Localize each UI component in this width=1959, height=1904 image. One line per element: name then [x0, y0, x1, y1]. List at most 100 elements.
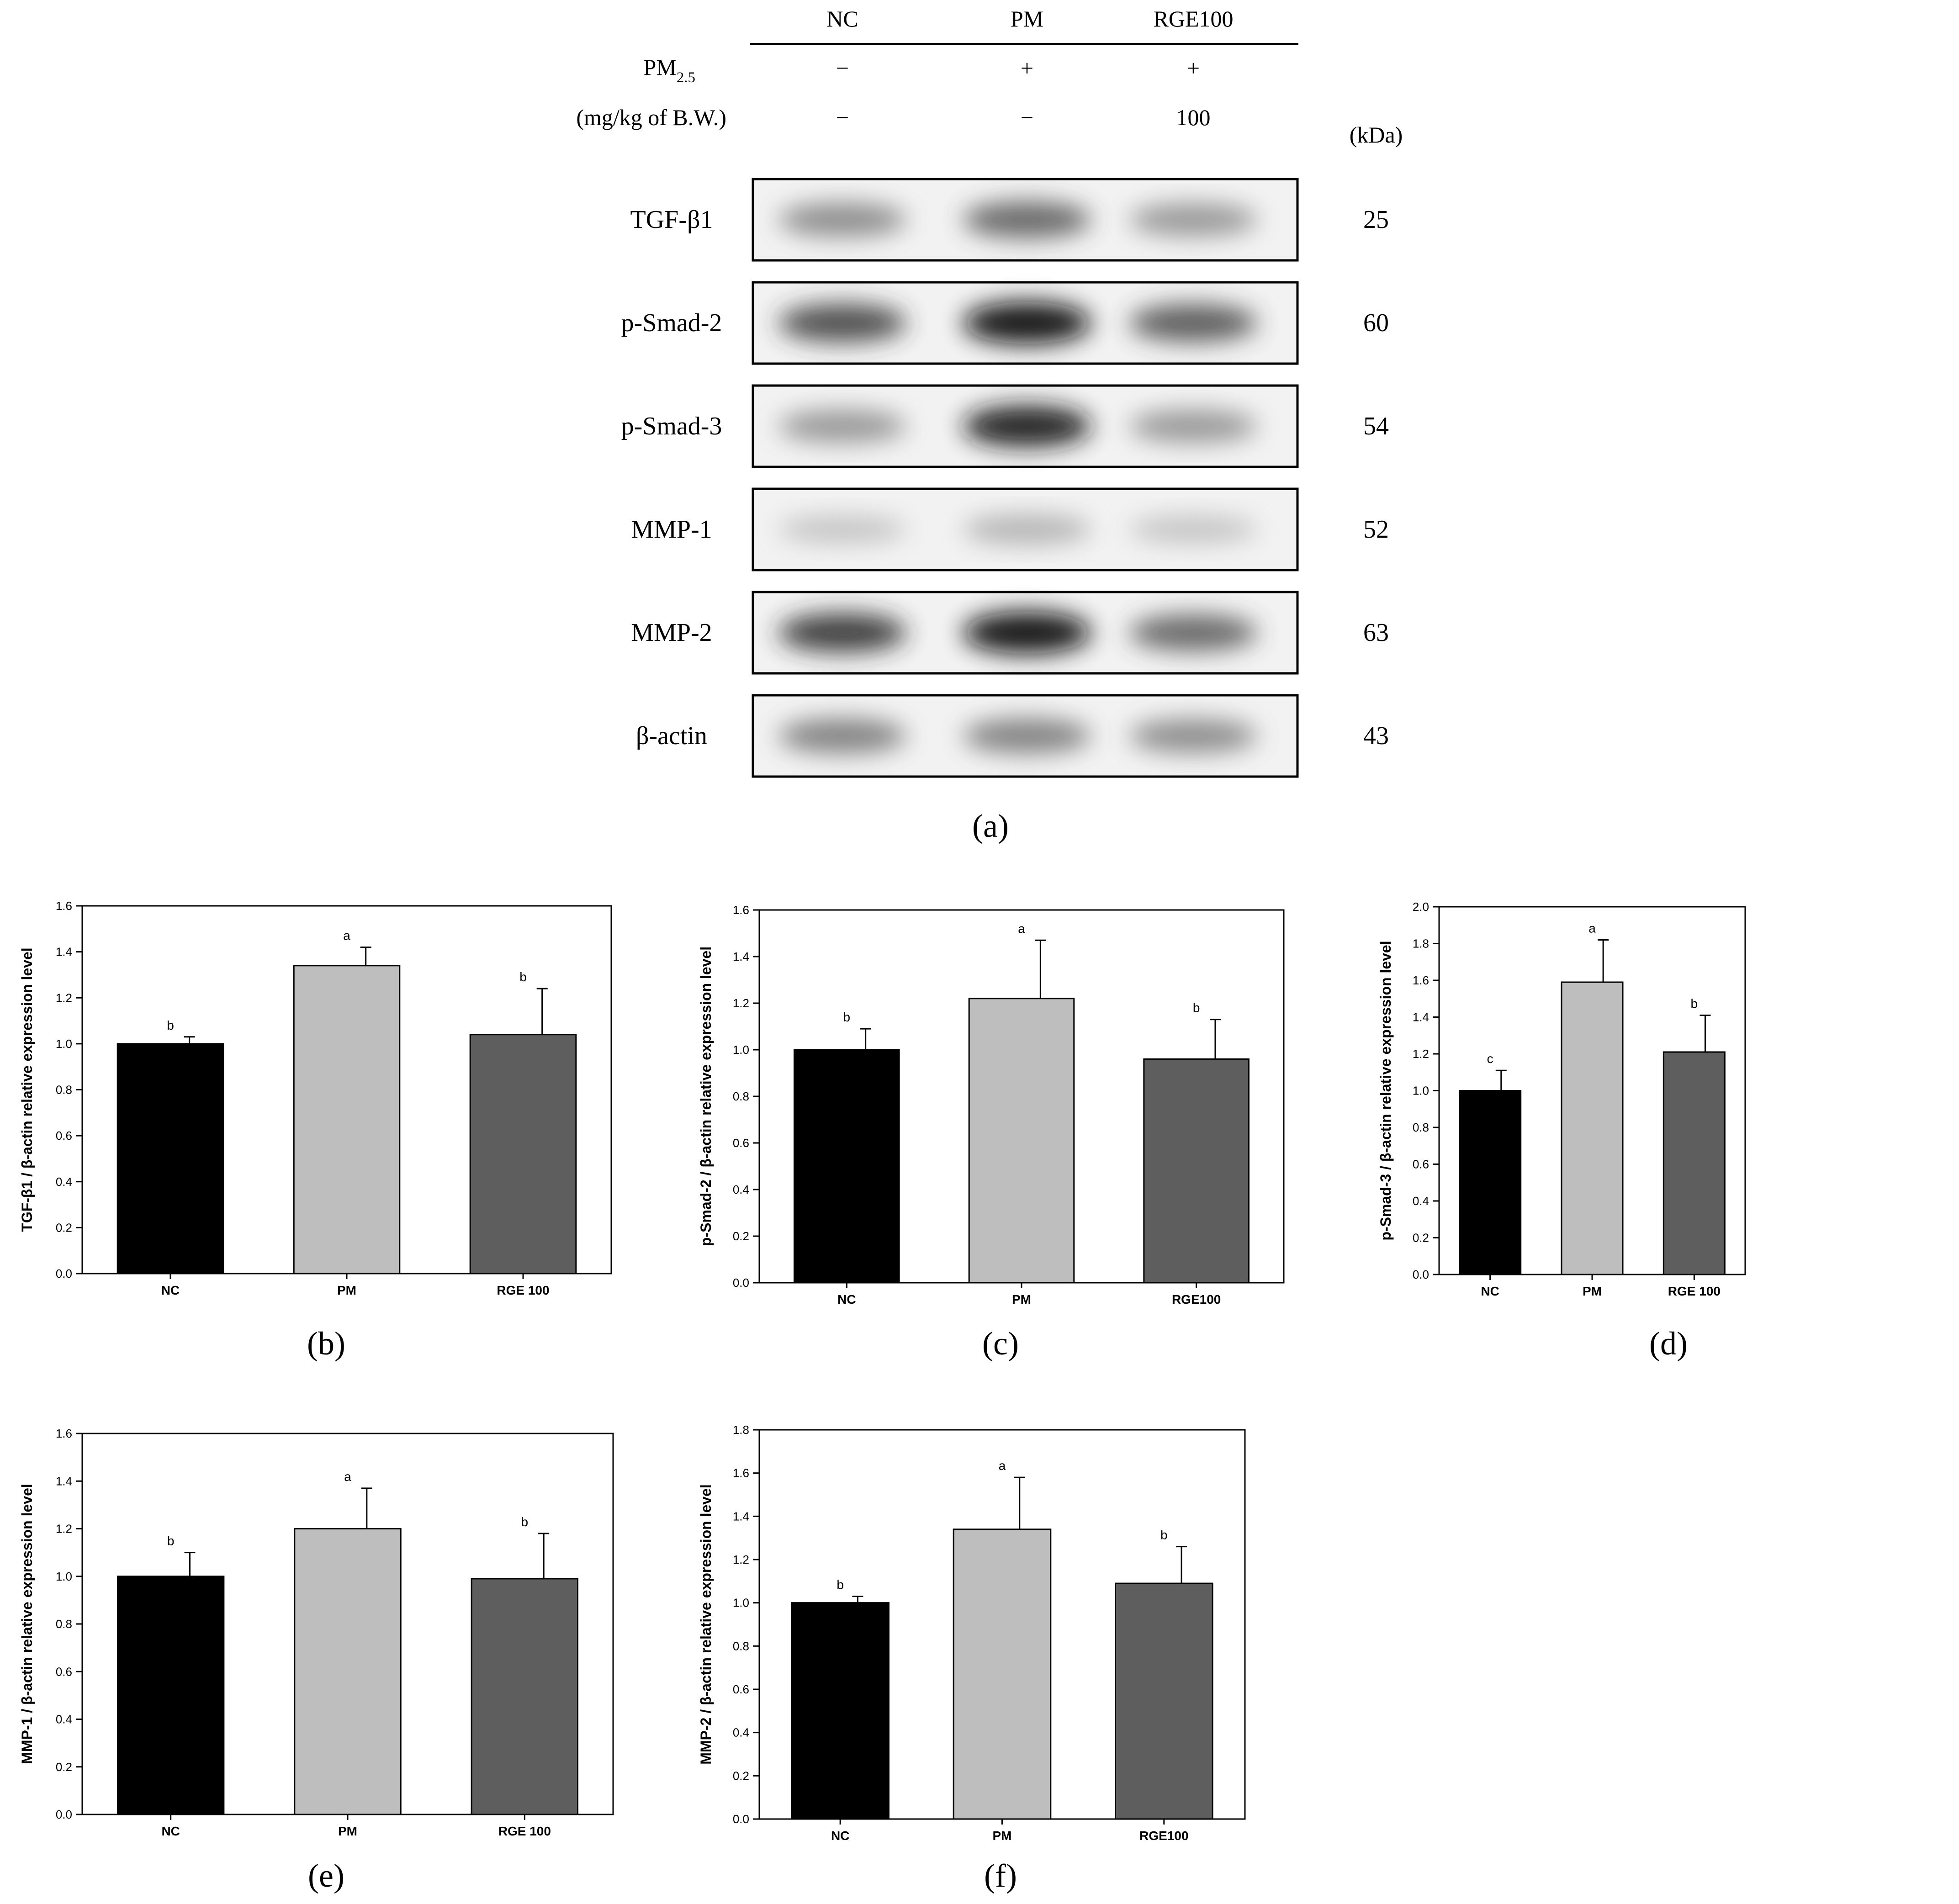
bar-nc — [116, 1043, 224, 1275]
x-tick-label: NC — [837, 1292, 856, 1306]
x-tick-label: PM — [993, 1829, 1012, 1843]
y-tick-label: 0.0 — [56, 1267, 72, 1280]
blot-band — [963, 612, 1091, 654]
y-tick-label: 1.4 — [56, 945, 72, 959]
bar-nc — [791, 1602, 889, 1820]
y-tick-label: 1.2 — [56, 991, 72, 1005]
y-tick-label: 0.4 — [1413, 1194, 1429, 1208]
y-tick-label: 0.2 — [56, 1760, 72, 1774]
y-tick-label: 0.4 — [733, 1726, 749, 1740]
x-tick-label: NC — [161, 1283, 180, 1297]
y-tick-label: 1.8 — [1413, 937, 1429, 951]
y-tick-label: 1.8 — [733, 1423, 749, 1437]
blot-row-kda: 54 — [1363, 412, 1389, 440]
blot-row-label: β-actin — [636, 722, 707, 750]
treatment-value-pm: + — [1021, 55, 1033, 81]
x-tick-label: RGE 100 — [1668, 1284, 1721, 1298]
significance-letter: b — [167, 1018, 174, 1032]
blot-band — [1129, 719, 1257, 753]
treatment-value-rge100: + — [1187, 55, 1200, 81]
bar-charts: 0.0 0.2 0.4 0.6 0.8 1.0 1.2 1.4 1.6 b NC a PM b RGE 10… — [19, 899, 1746, 1894]
y-tick-label: 0.8 — [733, 1639, 749, 1653]
panel-label: (e) — [308, 1857, 344, 1894]
blot-band — [778, 304, 906, 342]
y-tick-label: 1.4 — [733, 950, 749, 963]
blot-band — [963, 719, 1091, 753]
x-tick-label: RGE100 — [1172, 1292, 1221, 1306]
bar-pm — [1561, 981, 1624, 1275]
significance-letter: a — [343, 929, 350, 943]
x-tick-label: PM — [1012, 1292, 1031, 1306]
x-tick-label: PM — [337, 1283, 356, 1297]
y-tick-label: 2.0 — [1413, 900, 1429, 914]
y-tick-label: 0.2 — [733, 1769, 749, 1782]
bar-nc — [794, 1049, 900, 1284]
blot-band — [778, 613, 906, 652]
significance-letter: b — [1193, 1001, 1200, 1015]
y-tick-label: 0.8 — [733, 1090, 749, 1103]
y-tick-label: 1.4 — [733, 1509, 749, 1523]
dose-value-nc: − — [836, 105, 849, 130]
x-tick-label: NC — [161, 1824, 180, 1838]
dose-value-pm: − — [1021, 105, 1033, 130]
y-tick-label: 0.6 — [1413, 1158, 1429, 1171]
y-tick-label: 0.8 — [56, 1083, 72, 1097]
y-tick-label: 1.2 — [733, 996, 749, 1010]
bar-rge-100 — [1663, 1051, 1726, 1275]
x-tick-label: RGE 100 — [497, 1283, 549, 1297]
y-tick-label: 1.6 — [1413, 973, 1429, 987]
significance-letter: b — [167, 1534, 175, 1548]
bar-rge100 — [1143, 1058, 1250, 1284]
bar-chart-f: 0.0 0.2 0.4 0.6 0.8 1.0 1.2 1.4 1.6 1.8 b NC a PM b RGE… — [698, 1423, 1246, 1894]
western-blot-panel: NC PM RGE100 PM2.5 − + + (mg/kg of B.W.)… — [576, 6, 1403, 844]
blot-row-label: MMP-1 — [631, 515, 712, 544]
blot-row-tgf-1: TGF-β1 25 — [630, 178, 1389, 262]
y-tick-label: 1.0 — [56, 1570, 72, 1583]
x-tick-label: NC — [831, 1829, 849, 1843]
blot-row-kda: 25 — [1363, 206, 1389, 234]
dose-label: (mg/kg of B.W.) — [576, 105, 726, 130]
blot-row-kda: 43 — [1363, 722, 1389, 750]
panel-label: (c) — [982, 1325, 1019, 1362]
bar-chart-c: 0.0 0.2 0.4 0.6 0.8 1.0 1.2 1.4 1.6 b NC a PM b RGE100… — [698, 903, 1285, 1362]
y-tick-label: 1.6 — [56, 899, 72, 913]
blot-row-kda: 52 — [1363, 515, 1389, 544]
bar-pm — [294, 1528, 402, 1815]
bar-nc — [116, 1576, 225, 1815]
y-axis-label: TGF-β1 / β-actin relative expression lev… — [19, 947, 35, 1232]
y-tick-label: 1.4 — [56, 1474, 72, 1488]
blot-rows: TGF-β1 25 p-Smad-2 60 p-Smad-3 54 MMP-1 52 MMP-2… — [621, 178, 1389, 778]
blot-row-kda: 60 — [1363, 309, 1389, 337]
y-tick-label: 0.4 — [56, 1713, 72, 1726]
significance-letter: a — [1588, 921, 1596, 935]
significance-letter: a — [344, 1470, 351, 1484]
y-tick-label: 1.2 — [56, 1522, 72, 1536]
blot-row-kda: 63 — [1363, 619, 1389, 647]
blot-row-label: p-Smad-3 — [621, 412, 722, 440]
bar-rge-100 — [469, 1034, 577, 1275]
x-tick-label: PM — [1583, 1284, 1602, 1298]
significance-letter: b — [1160, 1528, 1168, 1542]
y-tick-label: 1.6 — [733, 1466, 749, 1480]
y-axis-label: p-Smad-3 / β-actin relative expression l… — [1377, 941, 1394, 1240]
y-axis-label: MMP-1 / β-actin relative expression leve… — [19, 1484, 35, 1764]
blot-band — [1129, 515, 1257, 544]
significance-letter: b — [521, 1515, 529, 1529]
bar-chart-e: 0.0 0.2 0.4 0.6 0.8 1.0 1.2 1.4 1.6 b NC a PM b RGE 10… — [19, 1427, 614, 1894]
y-tick-label: 0.4 — [733, 1183, 749, 1196]
y-axis-label: MMP-2 / β-actin relative expression leve… — [698, 1484, 714, 1765]
blot-band — [963, 302, 1091, 344]
treatment-value-nc: − — [836, 55, 849, 81]
blot-band — [963, 406, 1091, 447]
significance-letter: b — [837, 1577, 844, 1592]
blot-band — [778, 410, 906, 443]
panel-label: (b) — [307, 1325, 345, 1362]
y-tick-label: 0.0 — [733, 1276, 749, 1290]
y-tick-label: 0.2 — [733, 1229, 749, 1243]
bar-nc — [1459, 1090, 1522, 1275]
treatment-label-subscript: 2.5 — [677, 69, 695, 86]
y-tick-label: 1.6 — [733, 903, 749, 917]
y-tick-label: 0.4 — [56, 1175, 72, 1189]
bar-chart-b: 0.0 0.2 0.4 0.6 0.8 1.0 1.2 1.4 1.6 b NC a PM b RGE 10… — [19, 899, 612, 1362]
blot-row-mmp-2: MMP-2 63 — [631, 591, 1389, 675]
